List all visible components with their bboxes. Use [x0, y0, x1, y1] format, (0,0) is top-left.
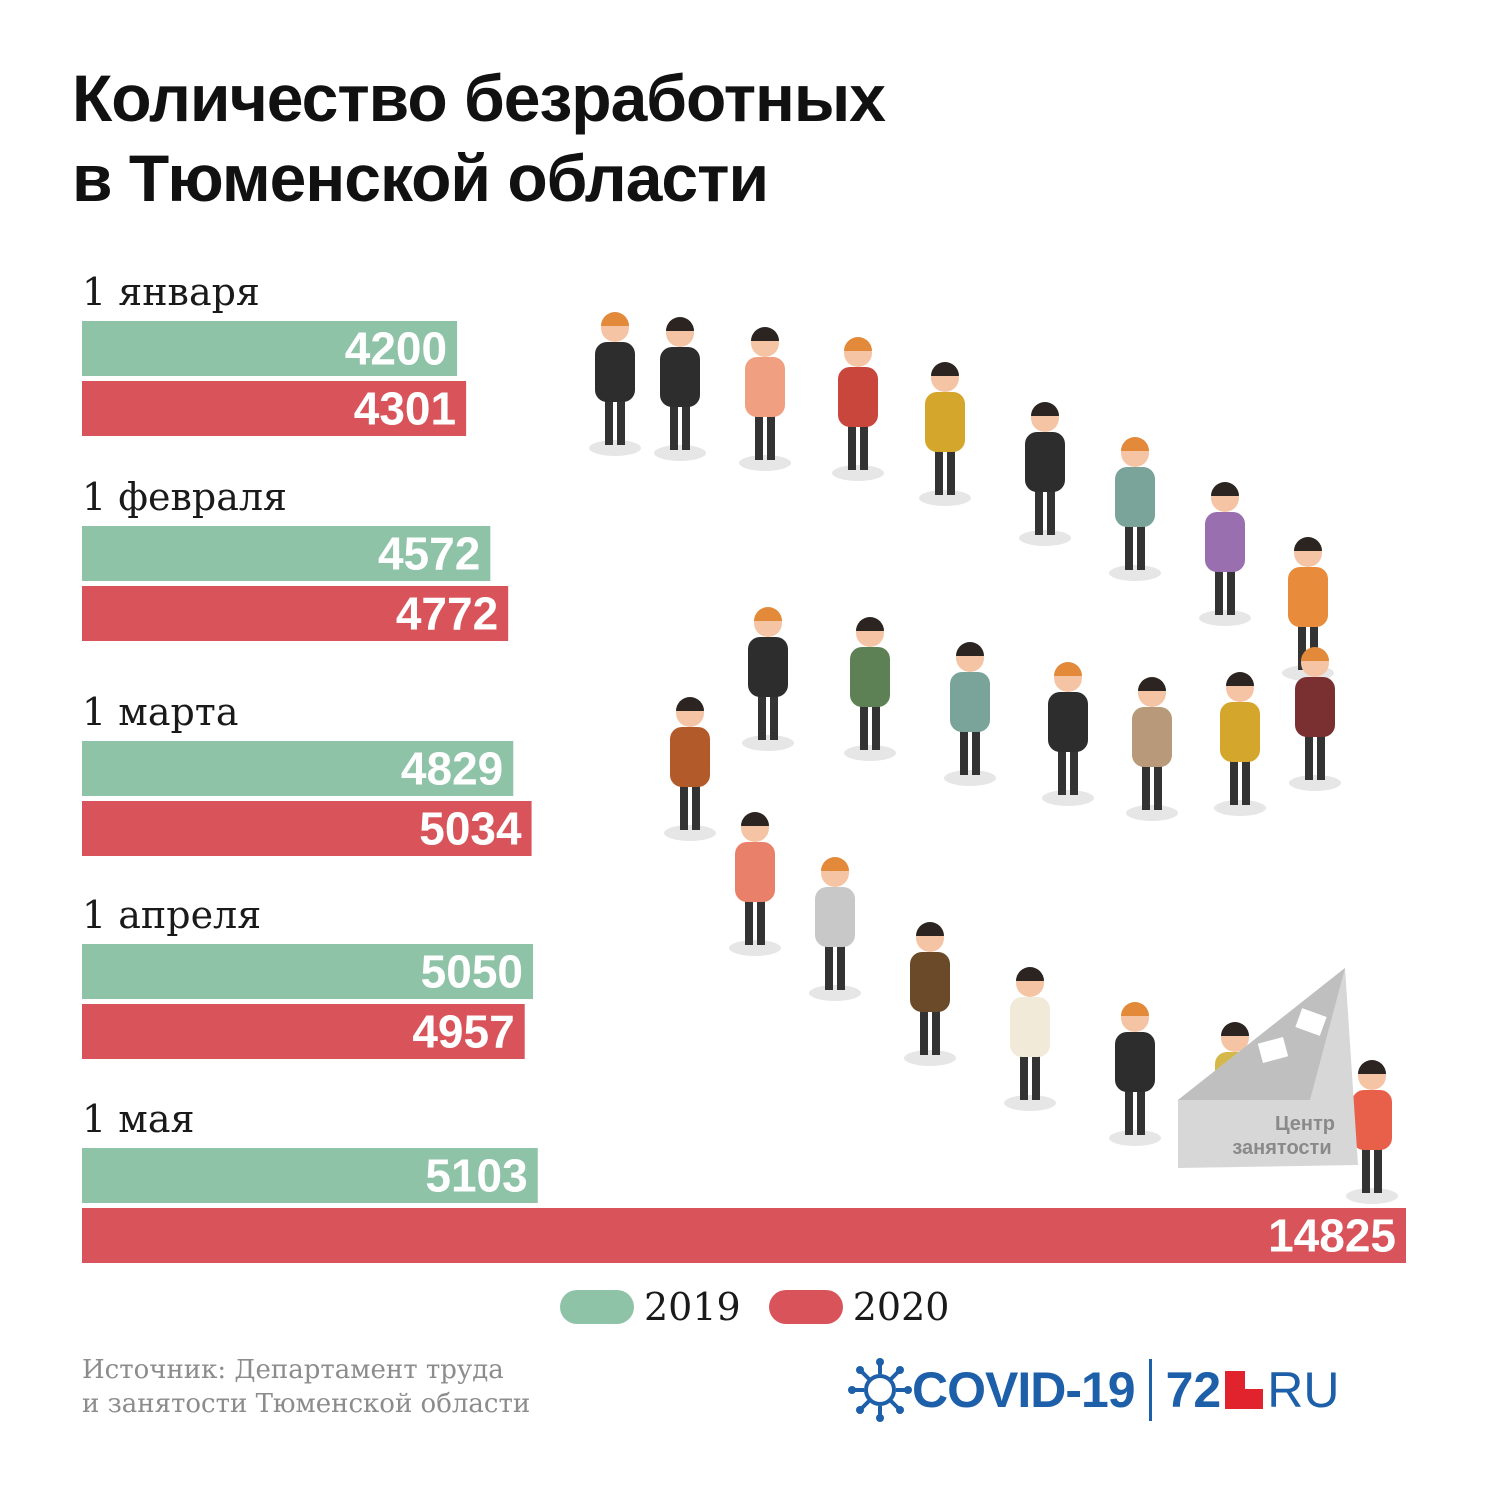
person-figure	[739, 327, 791, 471]
bar-2019	[82, 944, 534, 999]
data-label: 5050	[421, 946, 523, 998]
person-figure	[1109, 437, 1161, 581]
title-line-1: Количество безработных	[72, 61, 886, 135]
legend-swatch-2020	[768, 1290, 843, 1324]
person-figure	[1199, 482, 1251, 626]
data-label: 4829	[401, 743, 503, 795]
booth-label-2: занятости	[1232, 1137, 1331, 1159]
source-line-2: и занятости Тюменской области	[82, 1389, 531, 1419]
category-label: 1 апреля	[82, 893, 261, 937]
legend-item-2019: 2019	[560, 1285, 741, 1329]
chart-title: Количество безработных в Тюменской облас…	[72, 58, 886, 218]
category-label: 1 января	[82, 270, 260, 314]
logo-square-icon	[1225, 1371, 1264, 1409]
person-figure	[1019, 402, 1071, 546]
data-label: 4957	[412, 1006, 514, 1058]
data-label: 4772	[396, 588, 498, 640]
bar-2020	[82, 801, 532, 856]
title-line-2: в Тюменской области	[72, 141, 769, 215]
logo-72-text: 72	[1165, 1362, 1222, 1418]
person-figure	[1289, 647, 1341, 791]
source-note: Источник: Департамент труда и занятости …	[82, 1353, 530, 1421]
person-figure	[654, 317, 706, 461]
data-label: 14825	[1268, 1210, 1396, 1262]
category-label: 1 февраля	[82, 475, 287, 519]
bar-2019	[82, 321, 458, 376]
person-figure	[832, 337, 884, 481]
person-figure	[1004, 967, 1056, 1111]
category-label: 1 мая	[82, 1097, 194, 1141]
person-figure	[844, 617, 896, 761]
bar-2019	[82, 1148, 538, 1203]
legend: 2019 2020	[560, 1285, 977, 1329]
person-figure	[904, 922, 956, 1066]
virus-icon	[848, 1358, 912, 1422]
legend-item-2020: 2020	[768, 1285, 950, 1329]
legend-label-2020: 2020	[852, 1285, 950, 1329]
bar-2020	[82, 1004, 525, 1059]
bar-2019	[82, 526, 491, 581]
data-label: 4301	[354, 383, 456, 435]
footer-logo: COVID-19 72 RU	[848, 1358, 1339, 1422]
person-figure	[1126, 677, 1178, 821]
person-figure	[1042, 662, 1094, 806]
person-figure	[1109, 1002, 1161, 1146]
person-figure	[919, 362, 971, 506]
booth-label-1: Центр	[1275, 1113, 1335, 1135]
person-figure	[589, 312, 641, 456]
logo-covid-text: COVID-19	[912, 1362, 1136, 1418]
data-label: 4200	[345, 323, 447, 375]
logo-ru-text: RU	[1267, 1362, 1340, 1418]
data-label: 5103	[425, 1150, 527, 1202]
legend-swatch-2019	[560, 1290, 634, 1324]
bar-2019	[82, 741, 514, 796]
data-label: 4572	[378, 528, 480, 580]
logo-divider	[1148, 1359, 1152, 1421]
bar-2020	[82, 381, 467, 436]
person-figure	[1214, 672, 1266, 816]
person-figure	[742, 607, 794, 751]
data-label: 5034	[419, 803, 522, 855]
legend-label-2019: 2019	[644, 1285, 741, 1329]
person-figure	[809, 857, 861, 1001]
bar-2020	[82, 1208, 1406, 1263]
source-line-1: Источник: Департамент труда	[82, 1355, 504, 1385]
bar-2020	[82, 586, 509, 641]
person-figure	[664, 697, 716, 841]
person-figure	[944, 642, 996, 786]
person-figure	[1346, 1060, 1398, 1204]
category-label: 1 марта	[82, 690, 238, 734]
person-figure	[729, 812, 781, 956]
